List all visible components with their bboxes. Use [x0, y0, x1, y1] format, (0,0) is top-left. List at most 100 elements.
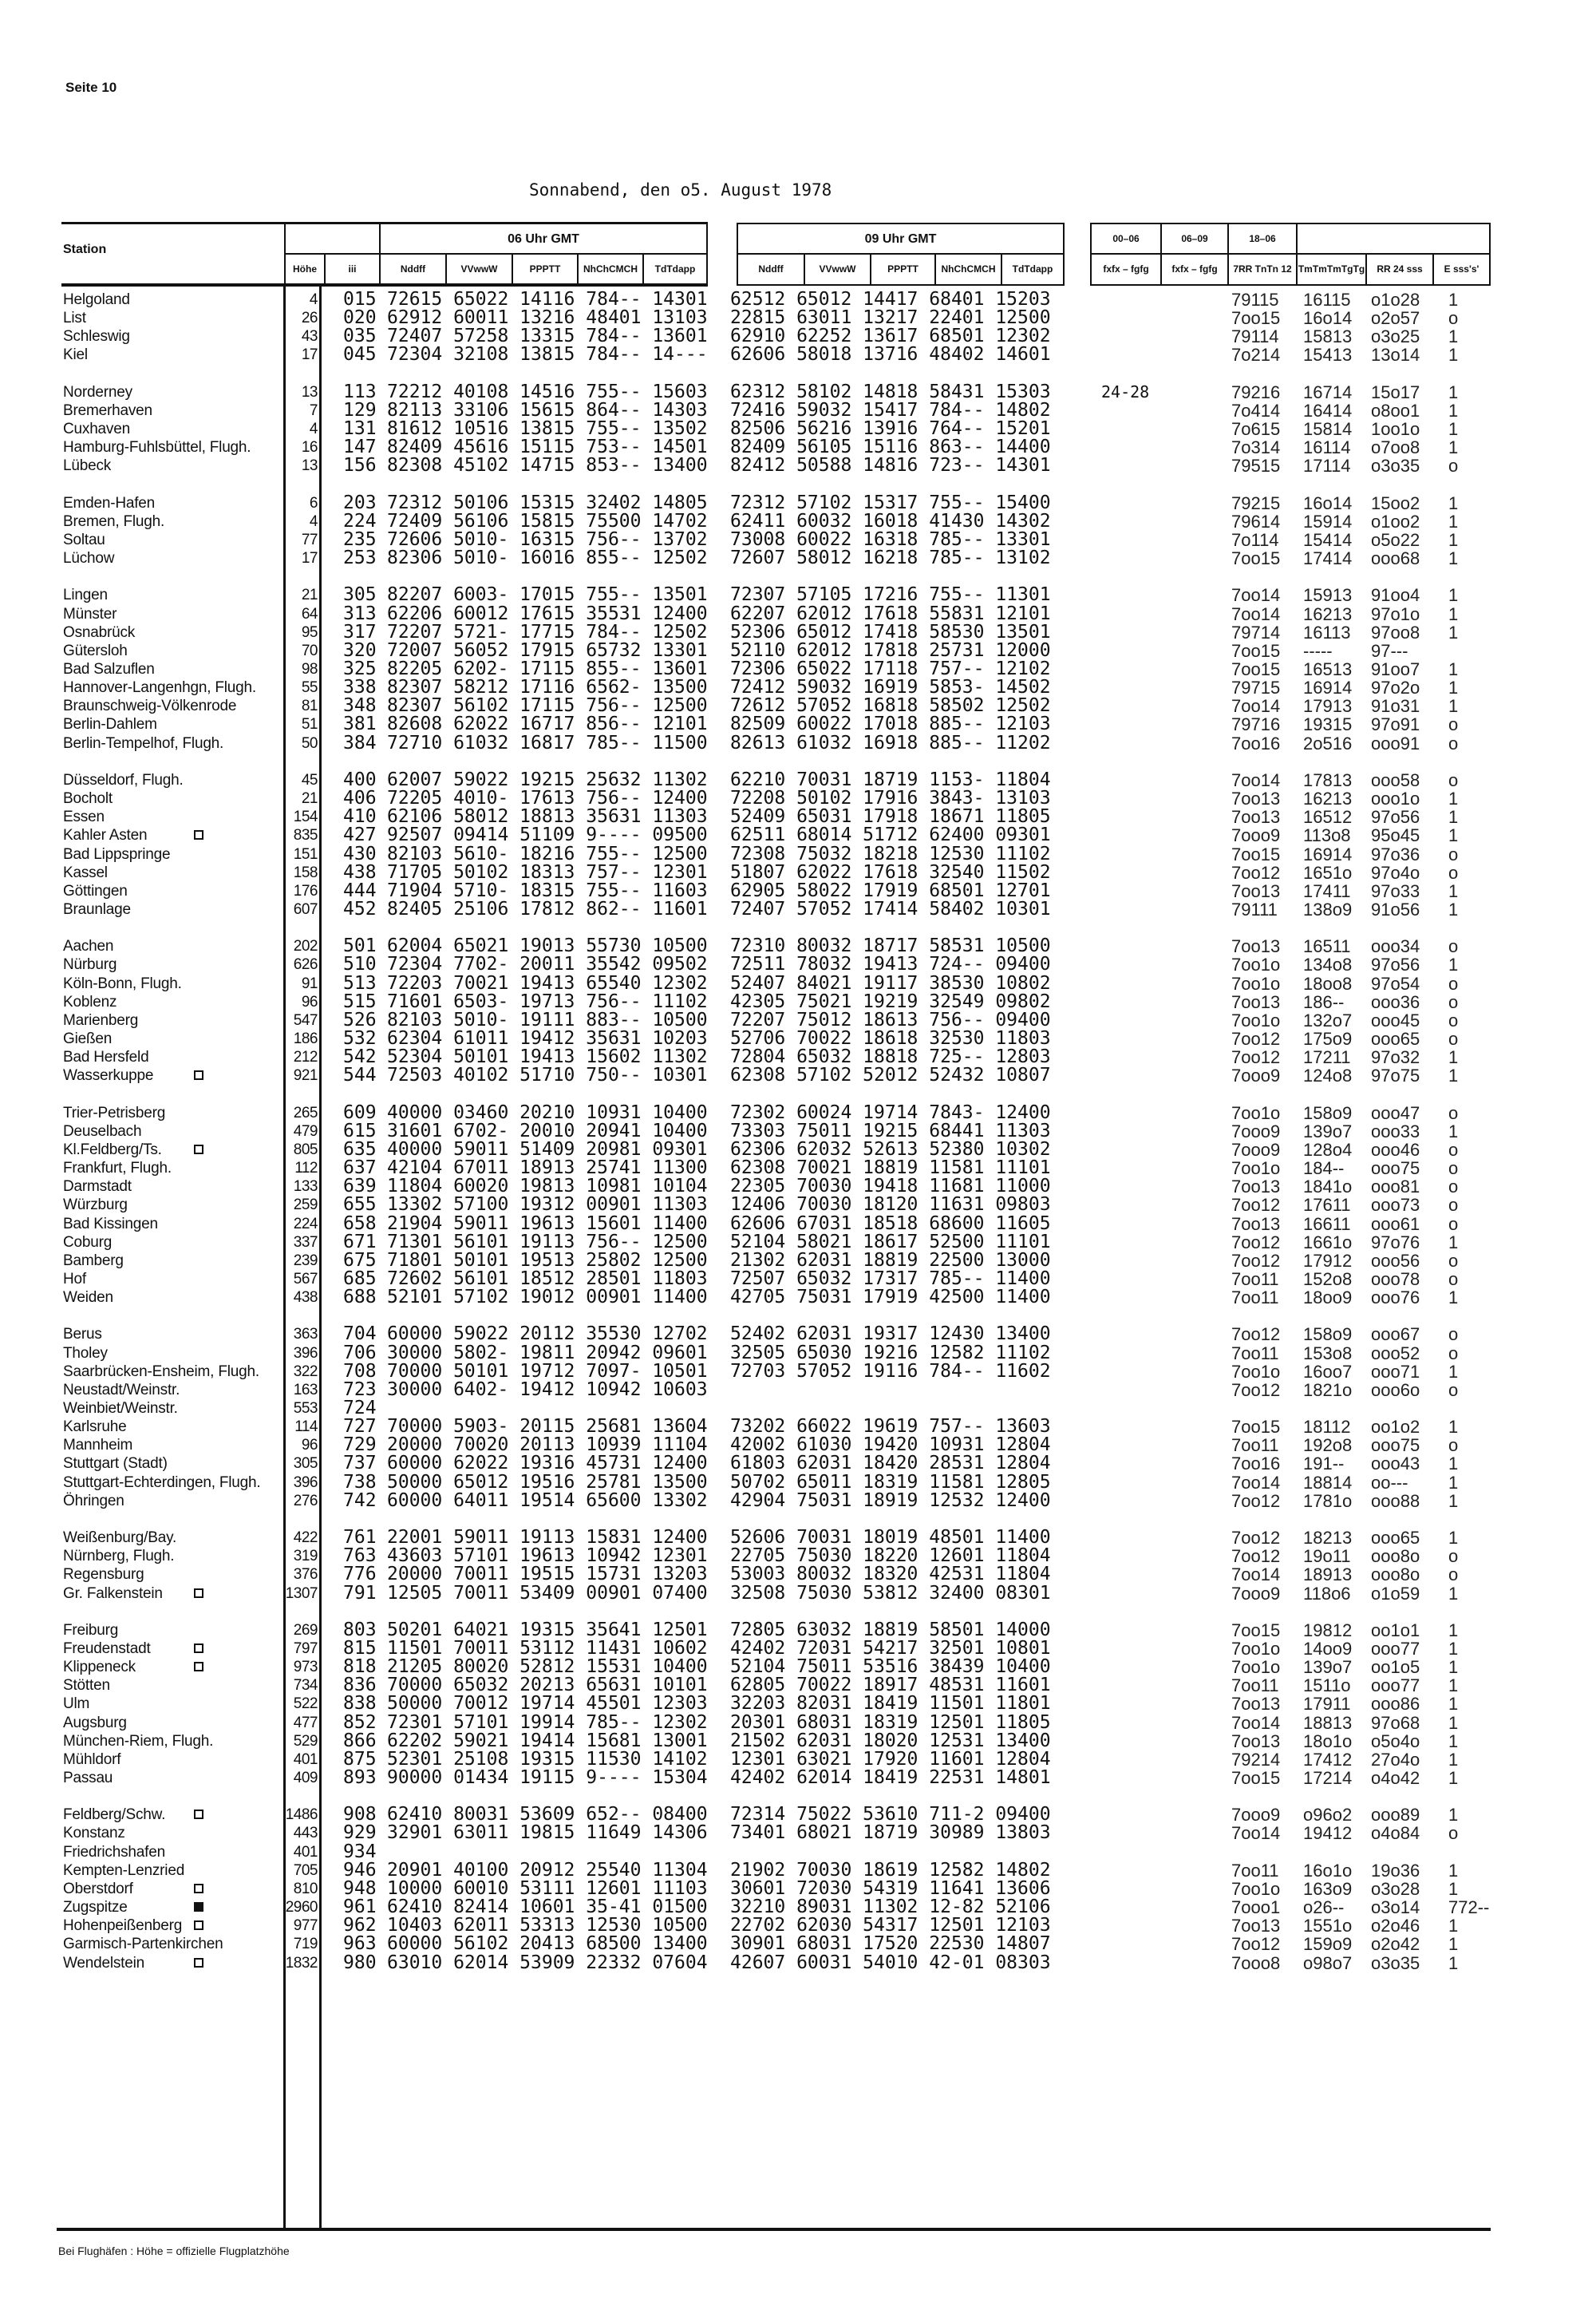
station-name: Stötten — [63, 1677, 110, 1695]
station-index: 384 — [343, 732, 377, 754]
min-temp: 7oo12 — [1231, 862, 1281, 883]
station-row: Karlsruhe 114 727 70000 5903- 20115 25681 1… — [0, 1418, 1596, 1437]
station-name: Kahler Asten — [63, 827, 148, 844]
min-temp: 79115 — [1231, 290, 1279, 310]
obs-06-utc: 82306 5010- 16016 855-- 12502 — [387, 548, 708, 569]
precip: 91oo4 — [1371, 585, 1420, 606]
station-name: Hannover-Langenhgn, Flugh. — [63, 679, 256, 697]
obs-09-utc: 21902 70030 18619 12582 14802 — [730, 1859, 1051, 1881]
station-index: 980 — [343, 1952, 377, 1973]
obs-09-utc: 52706 70022 18618 32530 11803 — [730, 1028, 1051, 1049]
obs-09-utc: 72416 59032 15417 784-- 14802 — [730, 399, 1051, 421]
obs-06-utc: 72203 70021 19413 65540 12302 — [387, 972, 708, 994]
station-height: 114 — [294, 1418, 318, 1436]
precip: ooo65 — [1371, 1029, 1420, 1049]
station-index: 444 — [343, 880, 377, 901]
max-temp: 16213 — [1303, 603, 1353, 624]
station-height: 626 — [293, 956, 318, 974]
obs-09-utc: 62411 60032 16018 41430 14302 — [730, 510, 1051, 532]
station-index: 737 — [343, 1453, 377, 1474]
precip: ooo1o — [1371, 789, 1420, 809]
obs-09-utc: 72308 75032 18218 12530 11102 — [730, 843, 1051, 864]
max-temp: 17414 — [1303, 548, 1353, 569]
max-temp: 186-- — [1303, 991, 1345, 1012]
min-temp: 7oo13 — [1231, 789, 1281, 809]
max-temp: 153o8 — [1303, 1343, 1353, 1363]
snow: o — [1448, 1029, 1459, 1049]
min-temp: 7oo12 — [1231, 1490, 1281, 1511]
snow: 1 — [1448, 1860, 1459, 1881]
min-temp: 7oo1o — [1231, 1102, 1281, 1123]
snow: 1 — [1448, 1472, 1459, 1493]
obs-06-utc: 71601 6503- 19713 756-- 11102 — [387, 991, 708, 1012]
min-temp: 7ooo1 — [1231, 1897, 1281, 1918]
station-name: Saarbrücken-Ensheim, Flugh. — [63, 1363, 259, 1380]
precip: oo1o1 — [1371, 1620, 1420, 1640]
obs-06-utc: 82207 6003- 17015 755-- 13501 — [387, 584, 708, 606]
min-temp: 7oo11 — [1231, 1435, 1279, 1456]
obs-06-utc: 82608 62022 16717 856-- 12101 — [387, 714, 708, 735]
station-row: Osnabrück 95 317 72207 5721- 17715 784-- 12… — [0, 623, 1596, 642]
obs-09-utc: 30901 68031 17520 22530 14807 — [730, 1933, 1051, 1955]
station-index: 675 — [343, 1249, 377, 1271]
obs-06-utc: 21205 80020 52812 15531 10400 — [387, 1656, 708, 1678]
station-row: Darmstadt 133 639 11804 60020 19813 10981 1… — [0, 1177, 1596, 1197]
min-temp: 79215 — [1231, 492, 1281, 513]
column-rule-station — [283, 286, 286, 2229]
obs-09-utc: 32505 65030 19216 12582 11102 — [730, 1342, 1051, 1363]
precip: o3o35 — [1371, 1952, 1420, 1973]
station-index: 815 — [343, 1637, 377, 1659]
max-temp: 16511 — [1303, 936, 1351, 957]
square-icon — [194, 1810, 203, 1820]
station-index: 655 — [343, 1194, 377, 1216]
max-temp: 17911 — [1303, 1694, 1351, 1715]
station-height: 50 — [301, 734, 318, 752]
square-icon — [194, 1144, 203, 1154]
station-row: Augsburg 477 852 72301 57101 19914 785-- 12… — [0, 1712, 1596, 1733]
max-temp: 16115 — [1303, 290, 1351, 310]
snow: 1 — [1448, 1047, 1459, 1068]
obs-09-utc: 51807 62022 17618 32540 11502 — [730, 861, 1051, 883]
station-index: 406 — [343, 788, 377, 809]
precip: 97o32 — [1371, 1047, 1420, 1068]
header-06-nddff: Nddff — [379, 253, 447, 286]
station-name: Bad Hersfeld — [63, 1049, 149, 1066]
station-row: Saarbrücken-Ensheim, Flugh. 322 708 70000 5… — [0, 1362, 1596, 1381]
station-name: Freudenstadt — [63, 1640, 151, 1657]
precip: ooo86 — [1371, 1694, 1420, 1715]
obs-09-utc: 42607 60031 54010 42-01 08303 — [730, 1952, 1051, 1973]
obs-06-utc: 62206 60012 17615 35531 12400 — [387, 603, 708, 624]
station-name: Trier-Petrisberg — [63, 1104, 166, 1121]
precip: 97o33 — [1371, 880, 1420, 901]
station-index: 400 — [343, 769, 377, 790]
obs-09-utc: 62207 62012 17618 55831 12101 — [730, 603, 1051, 624]
obs-09-utc: 72612 57052 16818 58502 12502 — [730, 695, 1051, 717]
station-height: 797 — [293, 1640, 318, 1657]
station-height: 98 — [301, 661, 318, 678]
station-height: 239 — [293, 1252, 318, 1269]
station-row: Aachen 202 501 62004 65021 19013 55730 1050… — [0, 936, 1596, 957]
station-row: Freudenstadt 797 815 11501 70011 53112 1143… — [0, 1637, 1596, 1659]
precip: ooo8o — [1371, 1546, 1420, 1567]
min-temp: 7o615 — [1231, 419, 1281, 440]
obs-09-utc: 62905 58022 17919 68501 12701 — [730, 880, 1051, 901]
station-row: Lüchow 17 253 82306 5010- 16016 855-- 12502… — [0, 549, 1596, 568]
min-temp: 7oo14 — [1231, 1712, 1281, 1733]
min-temp: 7oo15 — [1231, 1620, 1281, 1640]
station-height: 13 — [301, 457, 318, 475]
station-name: Klippeneck — [63, 1659, 136, 1676]
station-index: 929 — [343, 1822, 377, 1844]
obs-06-utc: 62202 59021 19414 15681 13001 — [387, 1730, 708, 1751]
station-name: Gießen — [63, 1030, 113, 1047]
station-row: Essen 154 410 62106 58012 18813 35631 11303… — [0, 808, 1596, 827]
max-temp: 18814 — [1303, 1472, 1353, 1493]
station-name: Bocholt — [63, 790, 113, 808]
station-row: Kassel 158 438 71705 50102 18313 757-- 1230… — [0, 861, 1596, 883]
max-temp: 16513 — [1303, 659, 1353, 679]
snow: 1 — [1448, 880, 1459, 901]
min-temp: 7oo12 — [1231, 1934, 1281, 1955]
obs-09-utc: 73303 75011 19215 68441 11303 — [730, 1120, 1051, 1141]
snow: 1 — [1448, 1638, 1459, 1659]
obs-09-utc: 72208 50102 17916 3843- 13103 — [730, 788, 1051, 809]
obs-09-utc: 62308 70021 18819 11581 11101 — [730, 1157, 1051, 1179]
